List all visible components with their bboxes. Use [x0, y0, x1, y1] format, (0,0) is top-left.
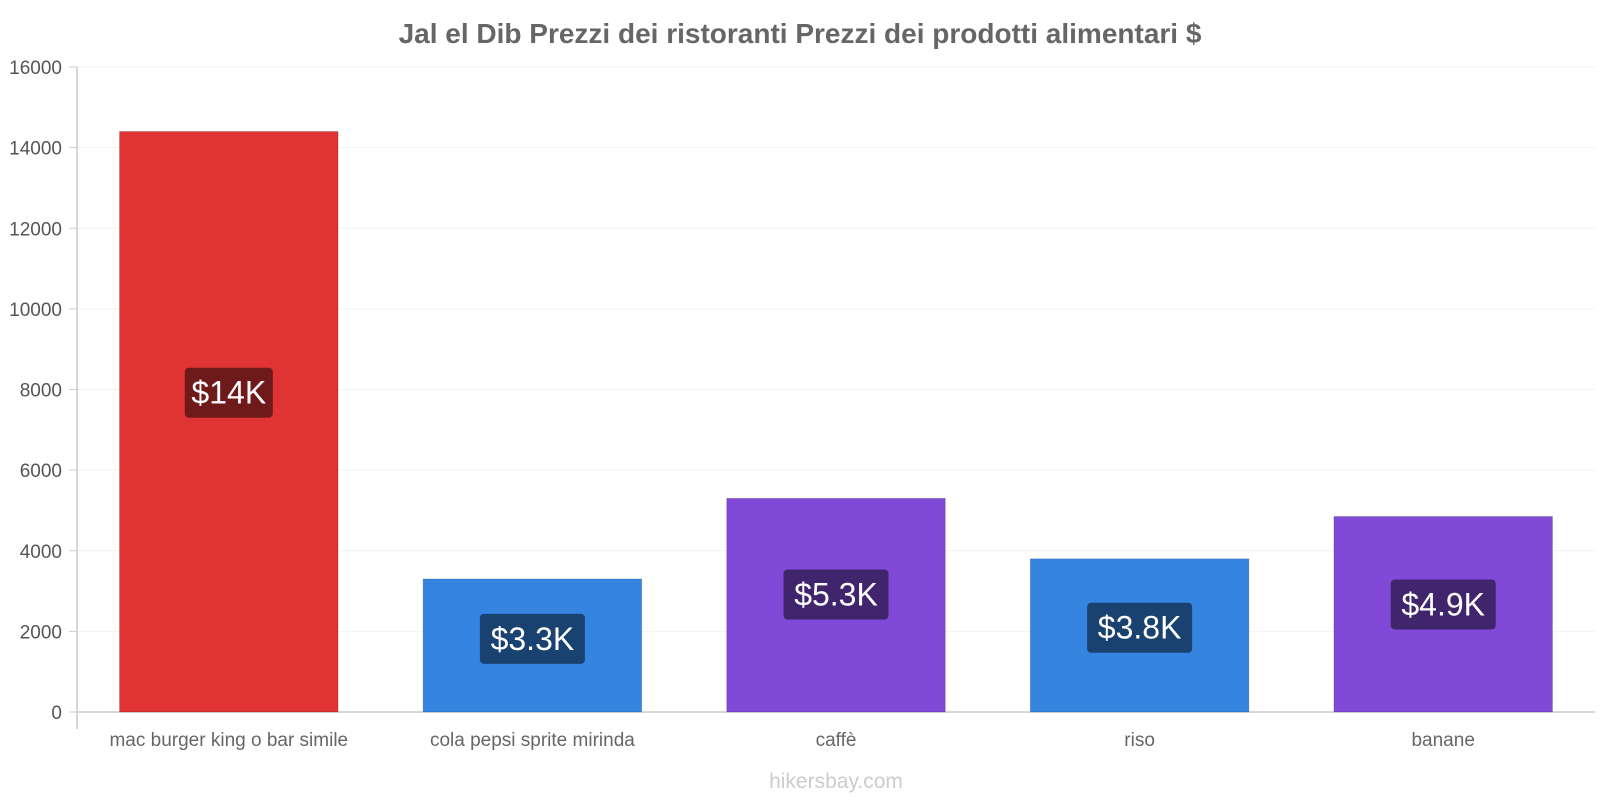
x-category-label: mac burger king o bar simile [109, 730, 348, 751]
data-label: $14K [191, 375, 266, 411]
data-label: $3.3K [491, 621, 575, 657]
data-label-box [479, 613, 585, 664]
watermark-text: hikersbay.com [769, 770, 903, 793]
y-tick-label: 10000 [9, 300, 62, 321]
bar-layer [119, 131, 1553, 713]
y-tick-label: 4000 [20, 542, 62, 563]
x-category-label: cola pepsi sprite mirinda [430, 730, 635, 751]
data-label-box [184, 367, 273, 418]
y-tick-label: 6000 [20, 461, 62, 482]
data-label-box [1087, 602, 1193, 653]
y-tick-label: 12000 [9, 219, 62, 240]
data-label-box [783, 569, 889, 620]
data-label: $3.8K [1098, 610, 1182, 646]
y-tick-label: 0 [51, 703, 62, 724]
chart-title: Jal el Dib Prezzi dei ristoranti Prezzi … [399, 18, 1202, 49]
y-tick-label: 14000 [9, 139, 62, 160]
x-category-label: riso [1124, 730, 1155, 751]
x-category-label: banane [1411, 730, 1474, 751]
label-layer: mac burger king o bar simile $14K cola pep… [109, 367, 1496, 751]
data-label: $4.9K [1401, 586, 1485, 622]
data-label-box [1390, 579, 1496, 630]
x-category-label: caffè [816, 730, 857, 751]
y-tick-label: 2000 [20, 622, 62, 643]
y-tick-label: 16000 [9, 58, 62, 79]
bar [119, 131, 339, 713]
data-label: $5.3K [794, 576, 878, 612]
y-tick-label: 8000 [20, 381, 62, 402]
